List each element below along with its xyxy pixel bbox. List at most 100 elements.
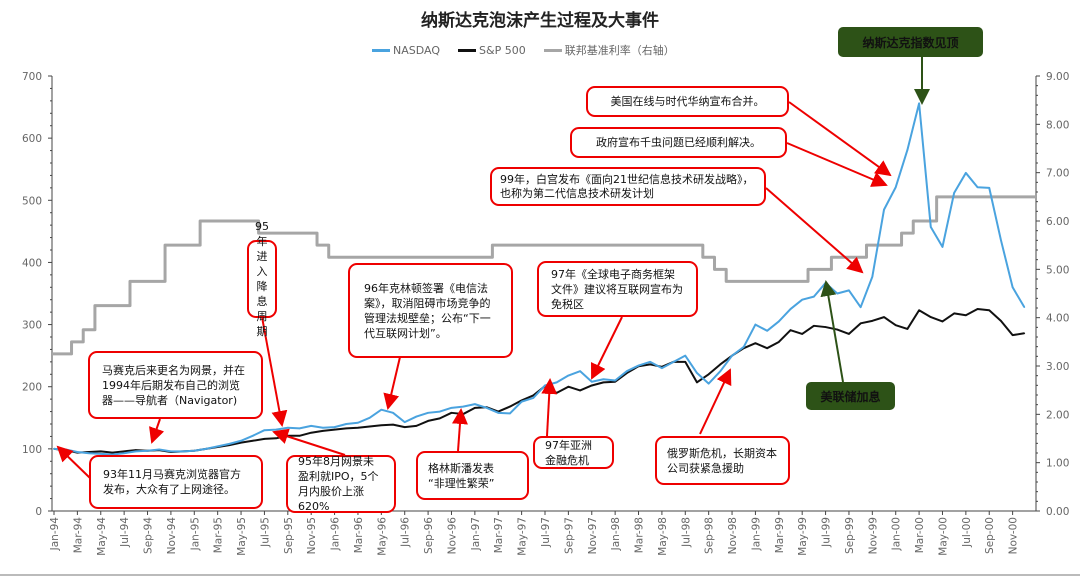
data-point xyxy=(614,379,616,382)
x-axis-tick-label: Mar-96 xyxy=(353,517,365,554)
x-axis-tick-label: Nov-96 xyxy=(446,517,458,555)
data-point xyxy=(988,309,991,312)
data-point xyxy=(637,364,640,367)
left-axis-tick-label: 700 xyxy=(22,71,42,83)
data-point xyxy=(88,452,90,455)
data-point xyxy=(193,449,196,452)
x-axis-tick-label: Nov-98 xyxy=(727,517,739,554)
right-axis-tick-label: 8.00 xyxy=(1046,119,1069,131)
left-axis-tick-label: 500 xyxy=(22,195,42,207)
right-axis-tick-label: 3.00 xyxy=(1046,361,1069,373)
data-point xyxy=(1000,239,1002,241)
x-axis-tick-label: Nov-99 xyxy=(867,517,879,554)
x-axis-tick-label: May-99 xyxy=(797,517,809,556)
annotation-aol-merger: 美国在线与时代华纳宣布合并。 xyxy=(586,86,789,117)
data-point xyxy=(1011,286,1014,289)
data-point xyxy=(684,361,687,363)
x-axis-tick-label: Jan-00 xyxy=(891,517,903,551)
data-point xyxy=(766,329,768,332)
data-point xyxy=(953,312,955,315)
x-axis-tick-label: Sep-95 xyxy=(283,517,295,554)
data-point xyxy=(731,354,733,357)
data-point xyxy=(392,412,394,414)
data-point xyxy=(216,445,219,448)
data-point xyxy=(485,407,488,409)
legend: NASDAQ S&P 500 联邦基准利率（右轴） xyxy=(372,42,675,58)
left-axis-tick-label: 0 xyxy=(35,506,42,518)
data-point xyxy=(976,308,979,310)
annotation-asia-crisis: 97年亚洲 金融危机 xyxy=(533,436,614,469)
x-axis-tick-label: Jul-95 xyxy=(259,517,271,548)
data-point xyxy=(1023,306,1026,308)
data-point xyxy=(287,426,289,429)
data-point xyxy=(579,389,581,392)
data-point xyxy=(801,333,803,335)
data-point xyxy=(988,187,991,189)
annotation-arrow xyxy=(261,316,288,427)
legend-item-sp500: S&P 500 xyxy=(458,44,526,57)
x-axis-tick-label: May-95 xyxy=(236,517,248,556)
data-point xyxy=(474,407,476,409)
data-point xyxy=(123,452,125,455)
data-point xyxy=(906,328,909,330)
data-point xyxy=(181,450,184,453)
data-point xyxy=(836,292,839,295)
x-axis-tick-label: Mar-00 xyxy=(914,517,926,553)
data-point xyxy=(590,380,593,383)
data-point xyxy=(754,342,757,345)
right-axis-tick-label: 7.00 xyxy=(1046,168,1069,180)
data-point xyxy=(298,435,301,437)
data-point xyxy=(696,372,698,374)
data-point xyxy=(801,298,803,301)
annotation-arrow xyxy=(786,142,888,187)
data-point xyxy=(719,370,722,372)
x-axis-tick-label: Jul-94 xyxy=(119,517,131,548)
x-axis-tick-label: Nov-97 xyxy=(587,517,599,554)
data-point xyxy=(883,316,885,318)
data-point xyxy=(263,438,266,440)
data-point xyxy=(906,149,909,151)
data-point xyxy=(275,437,277,440)
data-point xyxy=(836,328,839,331)
data-point xyxy=(427,420,429,422)
data-point xyxy=(415,415,418,418)
series-nasdaq xyxy=(53,102,1026,456)
data-point xyxy=(555,381,558,384)
data-point xyxy=(403,426,406,428)
data-point xyxy=(649,361,652,363)
x-axis-tick-label: Jan-99 xyxy=(750,517,762,551)
data-point xyxy=(403,421,406,423)
x-axis-tick-label: Sep-00 xyxy=(984,517,996,554)
data-point xyxy=(859,322,862,325)
data-point xyxy=(848,289,850,292)
data-point xyxy=(462,405,464,408)
data-point xyxy=(345,423,348,425)
x-axis-tick-label: Jan-95 xyxy=(189,517,201,551)
data-point xyxy=(602,381,605,384)
x-axis-tick-label: May-94 xyxy=(96,517,108,556)
data-point xyxy=(1011,334,1014,336)
data-point xyxy=(392,423,394,426)
legend-label: NASDAQ xyxy=(393,43,441,57)
data-point xyxy=(532,394,535,397)
data-point xyxy=(380,408,383,411)
data-point xyxy=(1000,320,1002,322)
data-point xyxy=(567,374,570,377)
data-point xyxy=(941,246,944,248)
data-point xyxy=(170,450,172,453)
annotation-arrow xyxy=(541,378,558,437)
series-fed-rate xyxy=(52,195,1036,356)
x-axis-tick-label: Jul-96 xyxy=(400,517,412,548)
chart-title: 纳斯达克泡沫产生过程及大事件 xyxy=(421,11,659,31)
data-point xyxy=(883,208,885,211)
data-point xyxy=(380,424,383,427)
data-point xyxy=(99,453,102,455)
x-axis-tick-label: Jul-97 xyxy=(540,517,552,548)
data-point xyxy=(53,448,55,450)
data-point xyxy=(450,412,453,414)
legend-item-nasdaq: NASDAQ xyxy=(372,44,440,57)
annotation-mosaic-93: 93年11月马赛克浏览器官方发布，大众有了上网途径。 xyxy=(89,455,263,509)
data-point xyxy=(474,403,476,405)
annotation-arrow xyxy=(699,368,732,435)
x-axis-tick-label: Sep-99 xyxy=(844,517,856,554)
